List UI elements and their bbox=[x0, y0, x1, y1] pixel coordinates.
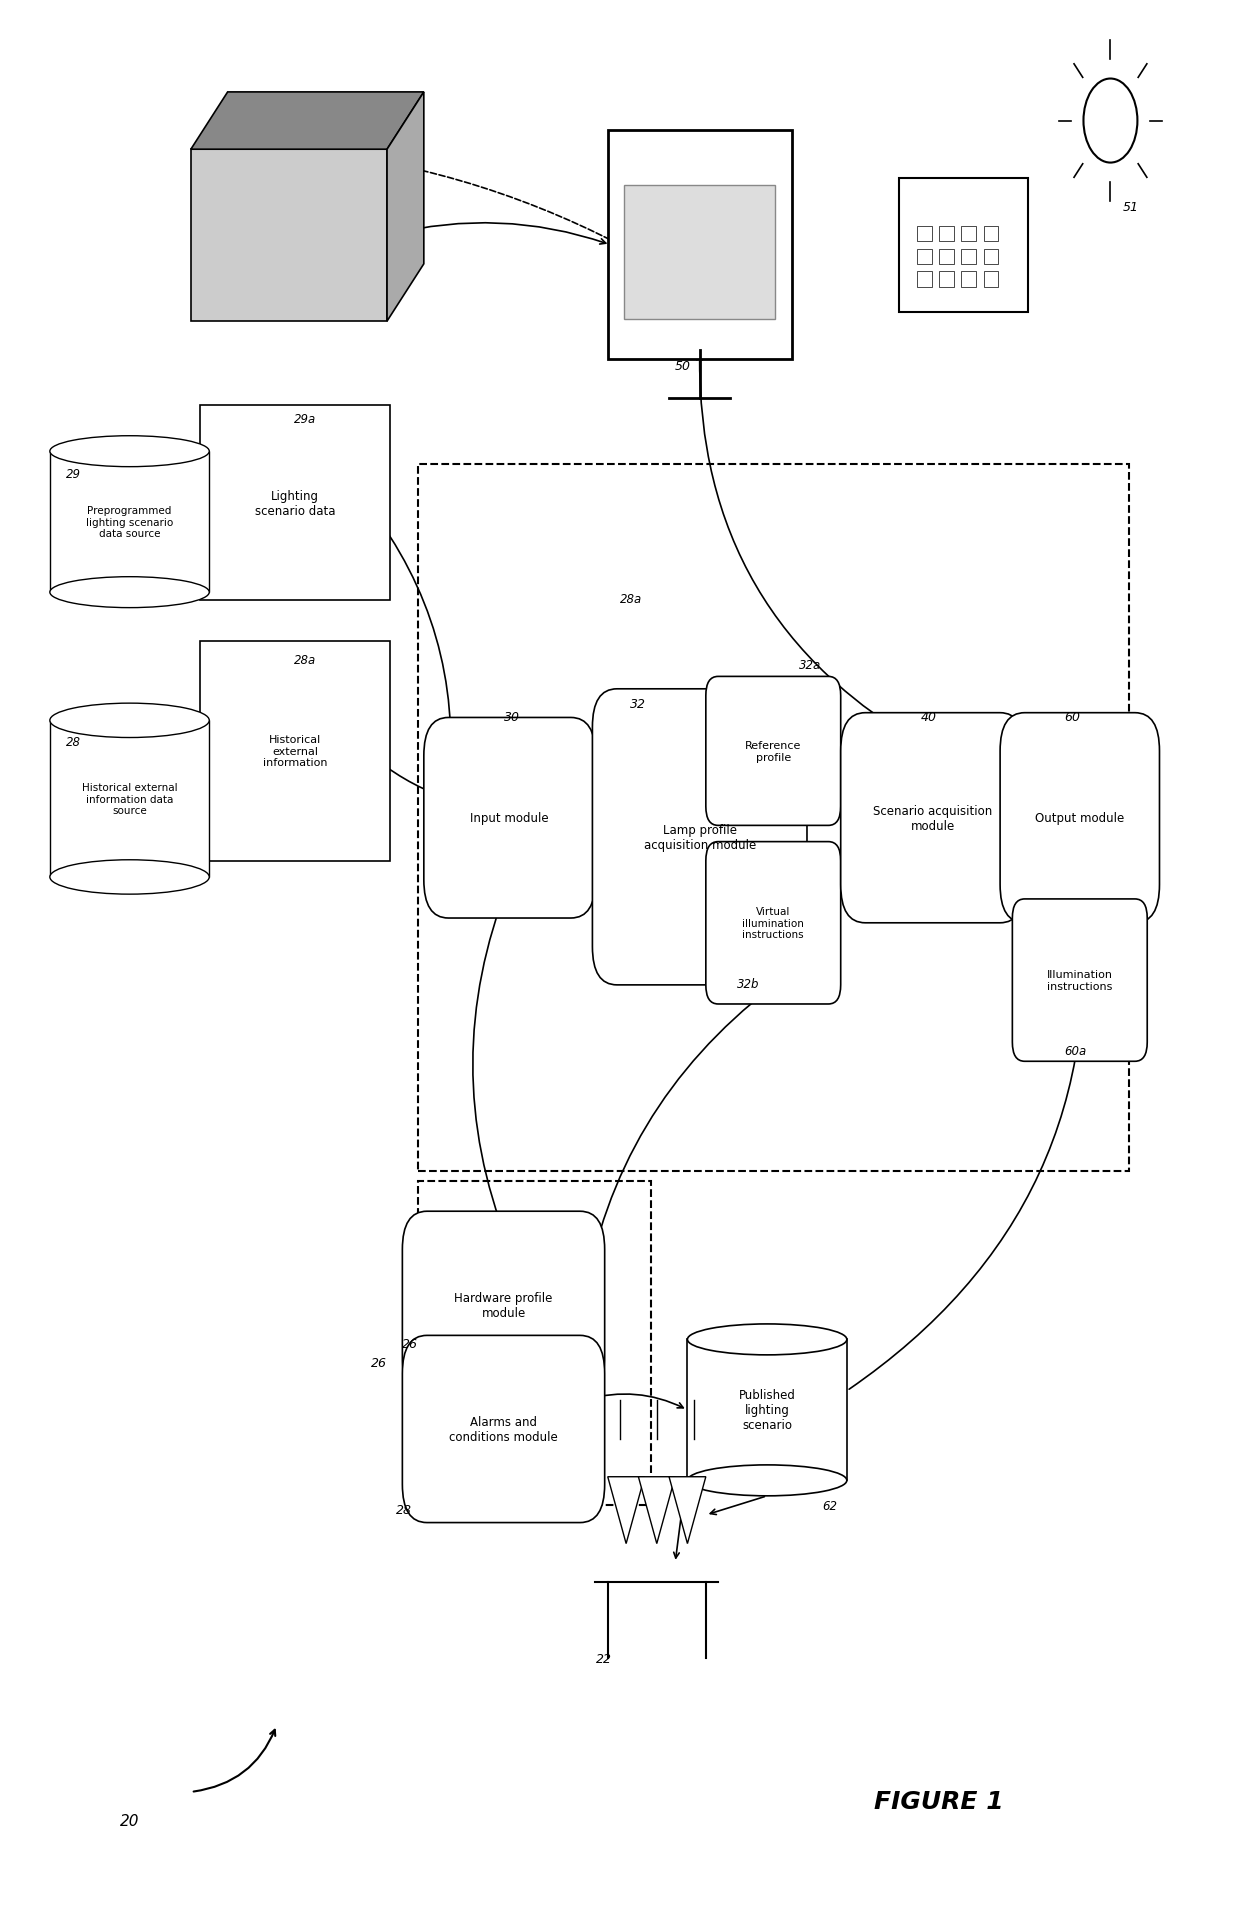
Bar bbox=[983, 250, 998, 265]
Bar bbox=[983, 227, 998, 242]
Polygon shape bbox=[191, 150, 387, 321]
Text: 26: 26 bbox=[402, 1336, 418, 1350]
Text: 40: 40 bbox=[920, 712, 936, 723]
FancyBboxPatch shape bbox=[1012, 900, 1147, 1061]
Text: 28: 28 bbox=[396, 1504, 412, 1515]
Bar bbox=[918, 250, 932, 265]
Bar bbox=[918, 227, 932, 242]
Ellipse shape bbox=[687, 1465, 847, 1496]
Text: Reference
profile: Reference profile bbox=[745, 740, 801, 762]
Text: 32b: 32b bbox=[737, 979, 759, 990]
Text: 20: 20 bbox=[120, 1813, 139, 1829]
Text: 62: 62 bbox=[822, 1500, 837, 1511]
Ellipse shape bbox=[50, 437, 210, 467]
Text: 29a: 29a bbox=[294, 413, 316, 425]
Text: 60a: 60a bbox=[1064, 1044, 1086, 1058]
Bar bbox=[961, 273, 976, 288]
Bar bbox=[961, 227, 976, 242]
Polygon shape bbox=[387, 92, 424, 321]
Text: 28a: 28a bbox=[294, 654, 316, 667]
Text: Lamp profile
acquisition module: Lamp profile acquisition module bbox=[644, 823, 756, 852]
Text: Output module: Output module bbox=[1035, 812, 1125, 825]
FancyBboxPatch shape bbox=[200, 642, 391, 862]
Text: Historical external
information data
source: Historical external information data sou… bbox=[82, 783, 177, 815]
Text: 51: 51 bbox=[1122, 200, 1138, 213]
FancyBboxPatch shape bbox=[608, 131, 791, 360]
Text: 30: 30 bbox=[503, 712, 520, 723]
Text: 26: 26 bbox=[371, 1356, 387, 1369]
Ellipse shape bbox=[50, 860, 210, 894]
FancyBboxPatch shape bbox=[706, 677, 841, 827]
Bar bbox=[940, 250, 954, 265]
FancyBboxPatch shape bbox=[706, 842, 841, 1004]
Text: FIGURE 1: FIGURE 1 bbox=[874, 1790, 1003, 1813]
Bar bbox=[687, 1340, 847, 1481]
Ellipse shape bbox=[687, 1325, 847, 1356]
Ellipse shape bbox=[50, 577, 210, 608]
FancyBboxPatch shape bbox=[402, 1211, 605, 1398]
FancyBboxPatch shape bbox=[402, 1336, 605, 1523]
Bar bbox=[50, 721, 210, 877]
Text: Published
lighting
scenario: Published lighting scenario bbox=[739, 1388, 796, 1431]
Text: 32a: 32a bbox=[799, 660, 821, 671]
Polygon shape bbox=[639, 1477, 675, 1544]
Ellipse shape bbox=[50, 704, 210, 738]
Text: Hardware profile
module: Hardware profile module bbox=[454, 1290, 553, 1319]
Polygon shape bbox=[191, 92, 424, 150]
FancyBboxPatch shape bbox=[200, 406, 391, 600]
Polygon shape bbox=[608, 1477, 645, 1544]
FancyBboxPatch shape bbox=[841, 713, 1024, 923]
FancyBboxPatch shape bbox=[899, 179, 1028, 312]
FancyBboxPatch shape bbox=[624, 187, 775, 319]
Text: Scenario acquisition
module: Scenario acquisition module bbox=[873, 804, 992, 833]
Bar bbox=[918, 273, 932, 288]
Text: Virtual
illumination
instructions: Virtual illumination instructions bbox=[743, 908, 805, 940]
Text: Preprogrammed
lighting scenario
data source: Preprogrammed lighting scenario data sou… bbox=[86, 506, 174, 538]
Text: 26: 26 bbox=[326, 106, 342, 119]
Bar bbox=[940, 227, 954, 242]
Text: Lighting
scenario data: Lighting scenario data bbox=[255, 488, 335, 517]
Bar bbox=[983, 273, 998, 288]
Text: Illumination
instructions: Illumination instructions bbox=[1047, 969, 1112, 992]
Text: Alarms and
conditions module: Alarms and conditions module bbox=[449, 1415, 558, 1444]
Text: 28: 28 bbox=[66, 735, 81, 748]
Text: 29: 29 bbox=[66, 467, 81, 481]
Text: 50: 50 bbox=[675, 360, 691, 373]
FancyBboxPatch shape bbox=[424, 717, 595, 919]
FancyBboxPatch shape bbox=[1001, 713, 1159, 923]
Text: 22: 22 bbox=[595, 1652, 611, 1665]
Bar bbox=[50, 452, 210, 592]
Text: 28a: 28a bbox=[620, 592, 642, 606]
Text: Input module: Input module bbox=[470, 812, 549, 825]
Text: Historical
external
information: Historical external information bbox=[263, 735, 327, 767]
Text: 60: 60 bbox=[1064, 712, 1080, 723]
FancyBboxPatch shape bbox=[593, 690, 807, 985]
Bar bbox=[961, 250, 976, 265]
Polygon shape bbox=[670, 1477, 706, 1544]
Bar bbox=[940, 273, 954, 288]
Text: 32: 32 bbox=[630, 698, 646, 710]
